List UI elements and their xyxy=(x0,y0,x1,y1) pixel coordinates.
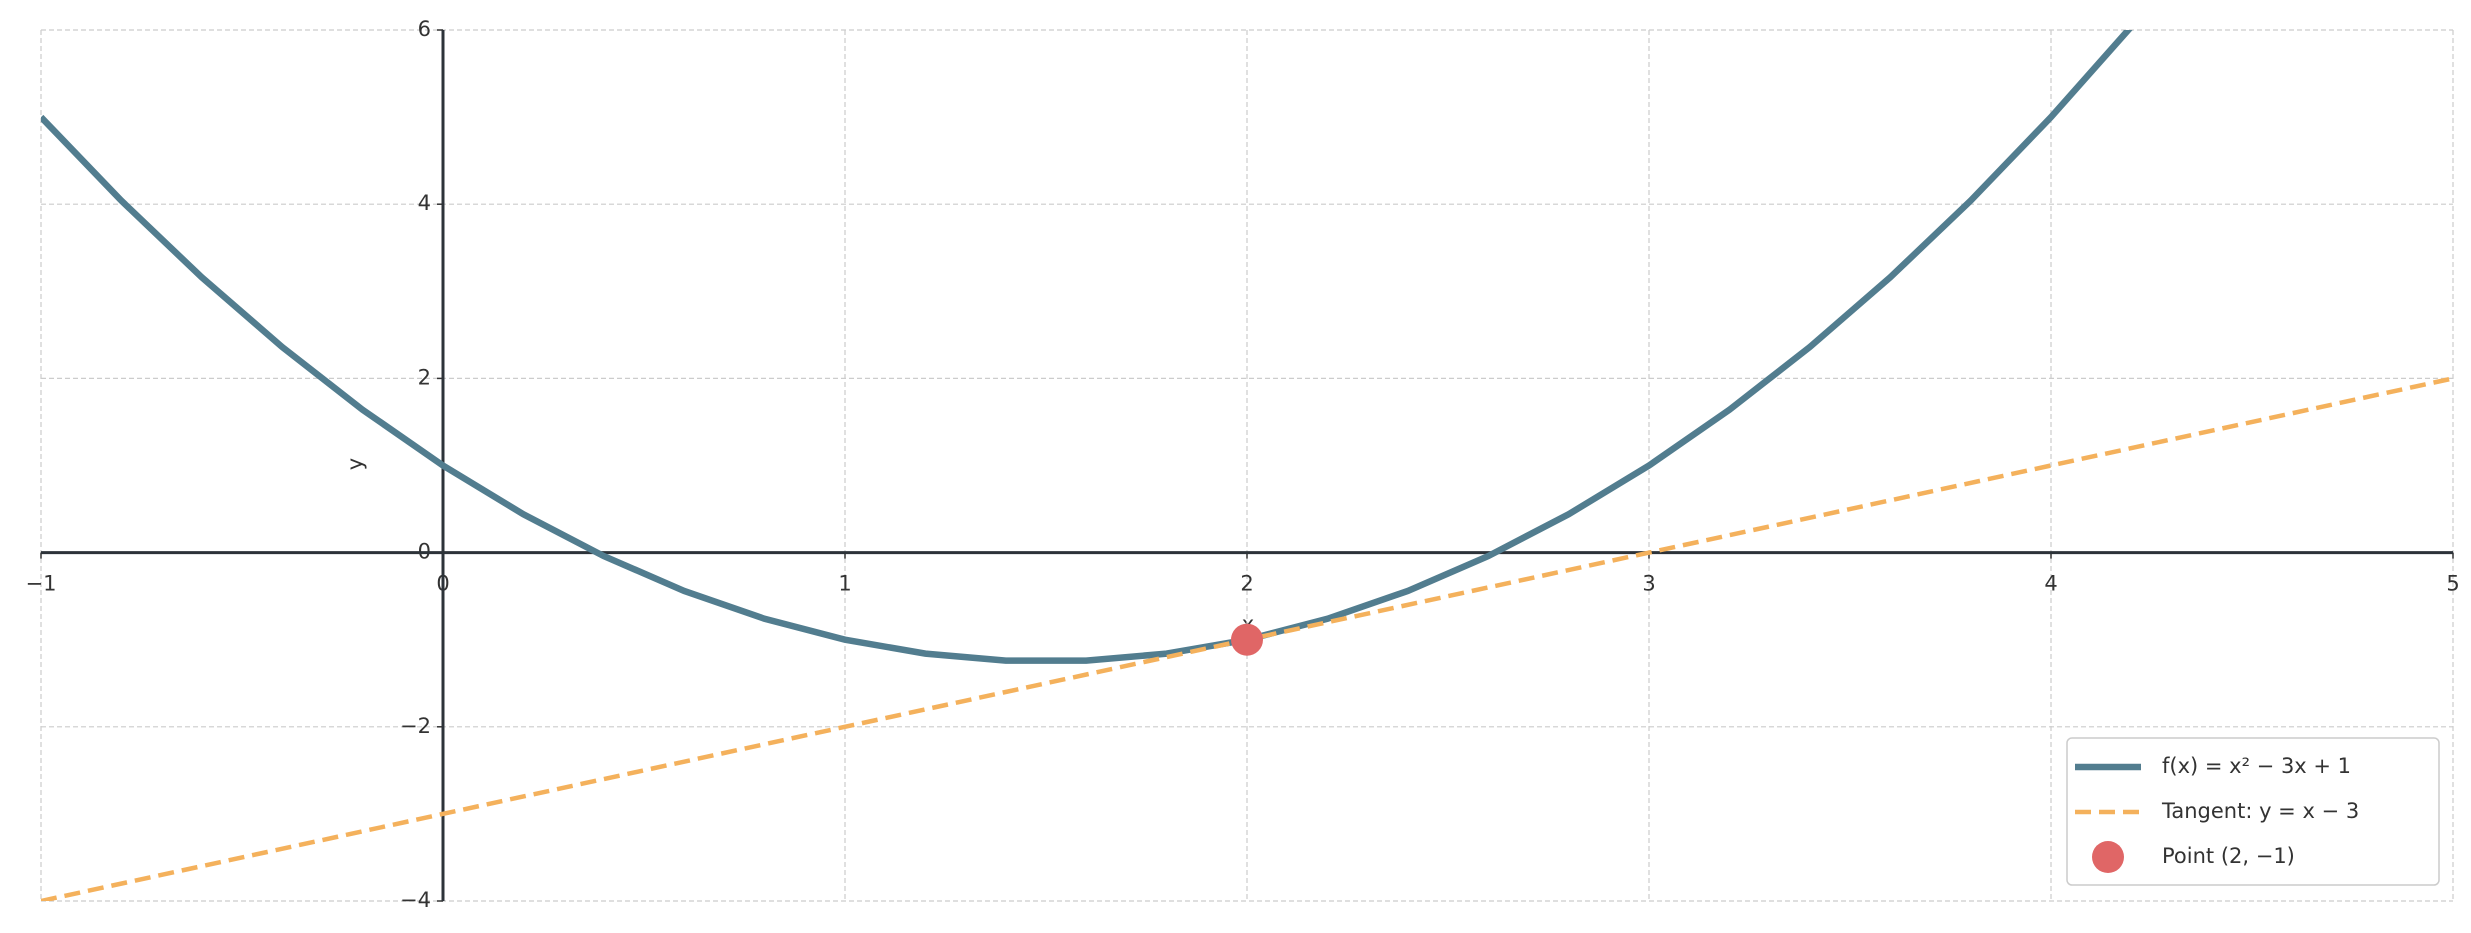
x-tick-label: 1 xyxy=(838,572,851,596)
x-tick-label: 2 xyxy=(1240,572,1253,596)
y-tick-label: −4 xyxy=(400,888,431,912)
function-curve xyxy=(41,30,2133,664)
legend-label: Tangent: y = x − 3 xyxy=(2161,799,2359,823)
y-tick-label: 6 xyxy=(418,17,431,41)
legend-marker xyxy=(2092,841,2124,873)
legend-box xyxy=(2066,737,2440,886)
y-axis-label: y xyxy=(343,458,367,470)
point-marker xyxy=(1231,623,1263,656)
x-tick-label: 4 xyxy=(2044,572,2057,596)
y-tick-label: 2 xyxy=(418,365,431,389)
legend-label: f(x) = x² − 3x + 1 xyxy=(2162,754,2351,778)
y-tick-label: 4 xyxy=(418,191,431,215)
x-tick-label: 5 xyxy=(2446,572,2459,596)
y-tick-label: −2 xyxy=(400,714,431,738)
x-tick-label: 3 xyxy=(1642,572,1655,596)
x-tick-label: −1 xyxy=(26,572,57,596)
legend-label: Point (2, −1) xyxy=(2162,844,2295,868)
